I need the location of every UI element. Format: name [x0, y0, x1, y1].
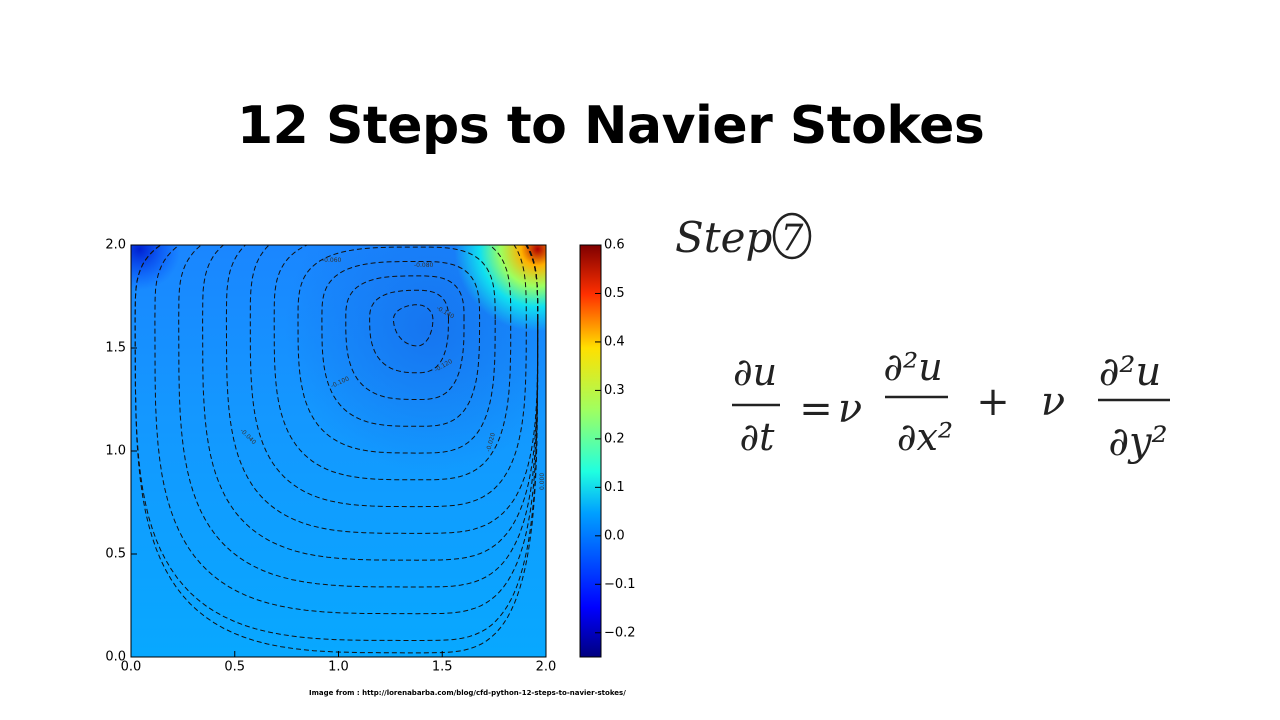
axes: 0.0 0.5 1.0 1.5 2.0 0.0 0.5 1.0 1.5 2.0 −0.2 −0.1 0.…	[105, 238, 635, 675]
contour-line	[225, 245, 539, 534]
x-tick-label: 1.5	[432, 660, 453, 675]
field	[131, 245, 546, 657]
x-tick-label: 1.0	[328, 660, 349, 675]
y-tick-label: 1.0	[105, 444, 126, 459]
x-tick-label: 0.5	[224, 660, 245, 675]
y-tick-label: 2.0	[105, 238, 126, 253]
y-tick-label: 1.5	[105, 341, 126, 356]
eq-text: ∂y²	[1108, 419, 1167, 465]
contour-label: -0.080	[414, 262, 434, 269]
colorbar-tick-label: −0.1	[604, 577, 636, 592]
contour-line	[297, 246, 496, 454]
colorbar-tick-label: 0.3	[604, 383, 625, 398]
contour-line	[369, 289, 449, 374]
eq-text: ∂²u	[1099, 349, 1161, 395]
eq-text: ν	[838, 386, 862, 432]
source-caption: Image from : http://lorenabarba.com/blog…	[309, 689, 626, 697]
contour-label: 0.000	[539, 473, 546, 490]
eq-text: ∂u	[733, 350, 777, 394]
eq-text: =	[799, 386, 833, 432]
eq-text: ν	[1041, 379, 1065, 425]
contours	[134, 245, 539, 654]
colorbar-tick-label: 0.4	[604, 334, 625, 349]
x-tick-label: 2.0	[536, 660, 557, 675]
step-circle	[772, 212, 812, 260]
step-number: 7	[781, 218, 804, 259]
colorbar	[579, 244, 602, 658]
slide-title: 12 Steps to Navier Stokes	[237, 96, 984, 156]
contour-plot	[131, 245, 546, 657]
contour-line	[249, 245, 527, 508]
contour-line	[345, 275, 465, 401]
y-tick-label: 0.5	[105, 547, 126, 562]
contour-label: -0.060	[322, 257, 342, 264]
y-tick-label: 0.0	[105, 650, 126, 665]
equation: ∂u ∂t = ν ∂²u ∂x² + ν ∂²u ∂y²	[732, 345, 1170, 465]
contour-line	[273, 245, 512, 481]
colorbar-tick-label: 0.1	[604, 480, 625, 495]
colorbar-tick-label: 0.0	[604, 528, 625, 543]
eq-text: ∂²u	[883, 345, 942, 389]
colorbar-tick-label: −0.2	[604, 625, 636, 640]
contour-line	[321, 261, 481, 427]
eq-text: ∂t	[740, 415, 776, 459]
contour-line	[154, 245, 539, 615]
contour-line	[134, 245, 539, 654]
colorbar-tick-label: 0.5	[604, 286, 625, 301]
eq-text: ∂x²	[897, 415, 953, 459]
eq-text: +	[976, 379, 1010, 425]
colorbar-tick-label: 0.6	[604, 238, 625, 253]
contour-line	[202, 245, 539, 561]
colorbar-tick-label: 0.2	[604, 431, 625, 446]
contour-label: -0.020	[485, 432, 497, 453]
x-tick-label: 0.0	[121, 660, 142, 675]
step-label: Step	[675, 213, 772, 262]
